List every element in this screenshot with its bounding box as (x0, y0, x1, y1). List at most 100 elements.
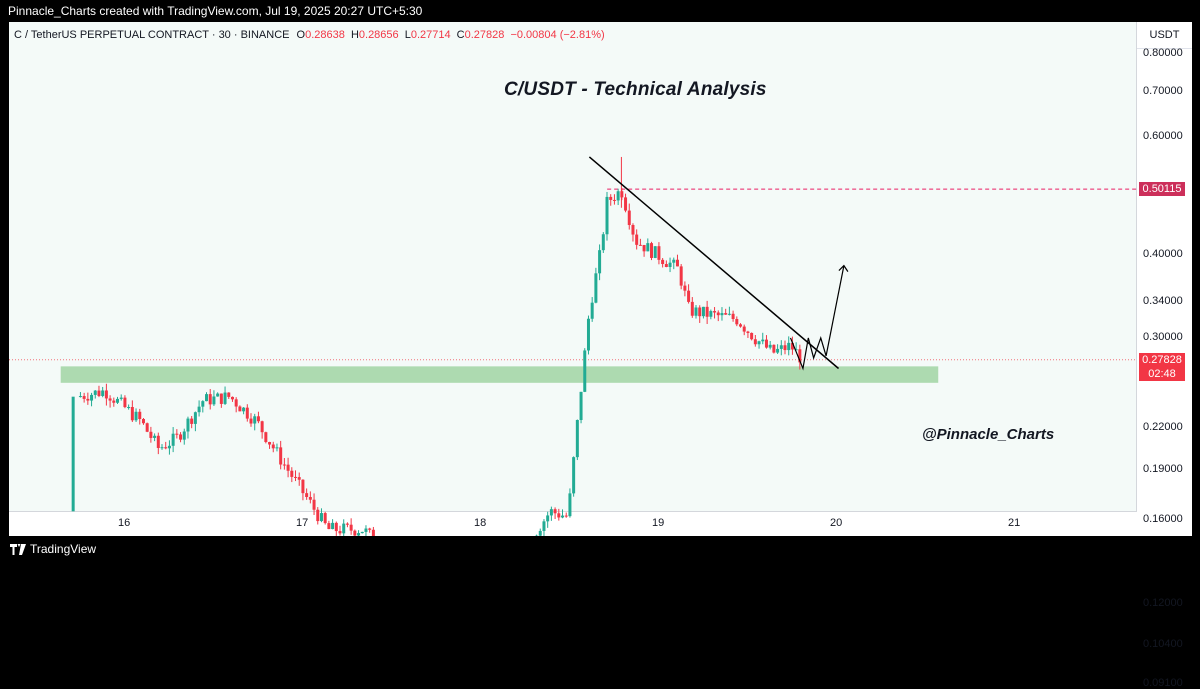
candle-body (112, 401, 115, 403)
candle-body (101, 390, 104, 396)
candle-body (350, 525, 353, 531)
candle-body (257, 416, 260, 421)
candle-body (639, 245, 642, 246)
candle-body (335, 523, 338, 531)
candle-body (602, 234, 605, 250)
candle-body (97, 391, 100, 396)
y-tick-label: 0.34000 (1143, 295, 1183, 307)
candle-body (109, 398, 112, 400)
y-tick-label: 0.10400 (1143, 638, 1183, 650)
candle-body (676, 260, 679, 267)
candle-body (127, 407, 130, 408)
candle-body (706, 307, 709, 317)
candle-body (650, 243, 653, 258)
candle-body (272, 445, 275, 449)
candle-body (687, 291, 690, 302)
x-tick-label: 17 (296, 517, 308, 529)
x-tick-label: 16 (118, 517, 130, 529)
candle-body (79, 396, 82, 397)
candle-body (761, 340, 764, 342)
high-label: H (351, 29, 359, 41)
candle-body (657, 246, 660, 260)
candle-body (161, 447, 164, 448)
candle-body (346, 524, 349, 525)
candle-body (735, 319, 738, 324)
candle-body (157, 436, 160, 448)
candle-body (327, 523, 330, 529)
y-tick-label: 0.80000 (1143, 47, 1183, 59)
candle-body (294, 477, 297, 478)
candle-body (275, 447, 278, 448)
chart-frame: C / TetherUS PERPETUAL CONTRACT · 30 · B… (9, 22, 1192, 536)
candle-body (283, 465, 286, 466)
low-value: 0.27714 (411, 29, 451, 41)
candle-body (772, 345, 775, 353)
candle-body (353, 531, 356, 536)
candle-body (90, 395, 93, 401)
candle-body (186, 419, 189, 432)
y-tick-label: 0.70000 (1143, 85, 1183, 97)
candle-body (231, 397, 234, 399)
candle-body (205, 394, 208, 401)
candle-body (539, 531, 542, 536)
open-label: O (297, 29, 306, 41)
candle-body (216, 394, 219, 397)
tradingview-logo-icon (10, 544, 26, 558)
candle-body (146, 423, 149, 432)
currency-unit[interactable]: USDT (1137, 22, 1192, 49)
candle-body (116, 399, 119, 403)
caption-text: Pinnacle_Charts created with TradingView… (8, 0, 422, 22)
candle-body (594, 273, 597, 302)
candle-body (190, 419, 193, 424)
candle-body (105, 390, 108, 398)
candle-body (242, 408, 245, 412)
x-tick-label: 20 (830, 517, 842, 529)
candle-body (776, 349, 779, 353)
candle-body (591, 303, 594, 319)
candle-body (717, 312, 720, 315)
candle-body (732, 314, 735, 319)
candle-body (268, 442, 271, 445)
y-tick-label: 0.16000 (1143, 513, 1183, 525)
candle-body (131, 407, 134, 420)
candle-body (769, 345, 772, 348)
candle-body (235, 399, 238, 406)
candle-body (227, 393, 230, 397)
candle-body (368, 529, 371, 530)
y-tick-label: 0.09100 (1143, 677, 1183, 689)
candle-body (94, 391, 97, 395)
x-tick-label: 18 (474, 517, 486, 529)
candle-body (628, 211, 631, 225)
candle-body (680, 266, 683, 285)
candle-body (324, 513, 327, 523)
candle-body (261, 421, 264, 432)
candle-body (142, 419, 145, 423)
candle-body (754, 339, 757, 344)
symbol-label: C / TetherUS PERPETUAL CONTRACT · 30 · B… (14, 29, 289, 41)
candle-body (301, 480, 304, 493)
candle-body (643, 245, 646, 251)
candle-body (168, 446, 171, 449)
candle-body (661, 260, 664, 264)
resistance-price-tag: 0.50115 (1139, 182, 1185, 196)
candle-body (598, 250, 601, 273)
candle-body (309, 497, 312, 500)
candle-body (631, 225, 634, 235)
candle-body (313, 500, 316, 510)
footer-bar: TradingView (0, 536, 1200, 563)
candle-body (316, 510, 319, 521)
top-caption-bar: Pinnacle_Charts created with TradingView… (0, 0, 1200, 22)
candle-body (554, 509, 557, 513)
candle-body (565, 516, 568, 517)
candle-body (743, 327, 746, 332)
candle-body (580, 392, 583, 420)
candle-body (290, 471, 293, 477)
y-tick-label: 0.60000 (1143, 130, 1183, 142)
symbol-header[interactable]: C / TetherUS PERPETUAL CONTRACT · 30 · B… (14, 29, 605, 41)
close-value: 0.27828 (465, 29, 505, 41)
candle-body (279, 447, 282, 464)
candle-body (164, 447, 167, 448)
candle-body (149, 432, 152, 438)
candle-body (672, 260, 675, 263)
candle-body (123, 398, 126, 407)
